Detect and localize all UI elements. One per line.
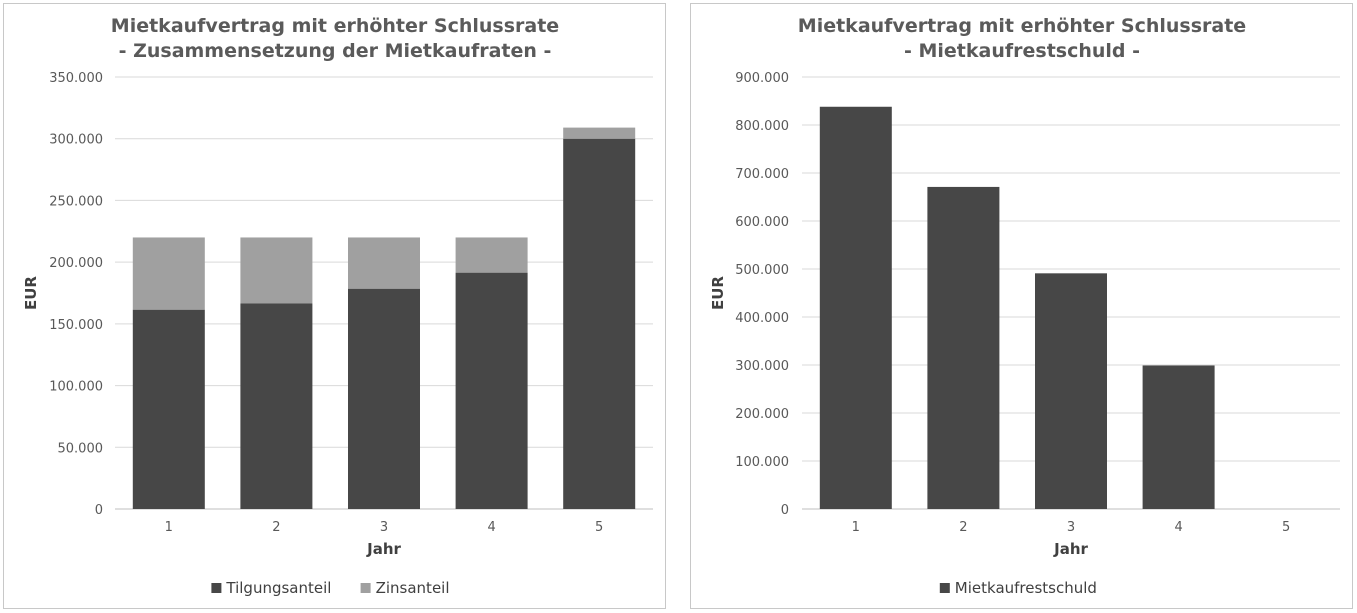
- y-tick-label: 900.000: [735, 71, 789, 86]
- chart-panel-residual-debt: Mietkaufvertrag mit erhöhter Schlussrate…: [690, 3, 1353, 609]
- chart-title-line: Mietkaufvertrag mit erhöhter Schlussrate: [798, 15, 1246, 37]
- x-tick-label: 3: [380, 520, 388, 535]
- y-tick-label: 150.000: [49, 318, 103, 333]
- y-tick-label: 100.000: [49, 380, 103, 395]
- y-axis-label: EUR: [709, 276, 727, 310]
- y-tick-label: 300.000: [735, 359, 789, 374]
- chart-title-line: - Zusammensetzung der Mietkaufraten -: [119, 40, 552, 62]
- y-tick-label: 0: [95, 503, 103, 518]
- y-axis-label: EUR: [22, 276, 40, 310]
- composition-chart: Mietkaufvertrag mit erhöhter Schlussrate…: [22, 15, 653, 597]
- y-tick-label: 400.000: [735, 311, 789, 326]
- bar-tilgungsanteil-5: [563, 138, 636, 509]
- x-tick-label: 2: [272, 520, 280, 535]
- x-tick-label: 3: [1067, 520, 1075, 535]
- y-tick-label: 0: [781, 503, 789, 518]
- bar-mietkaufrestschuld-3: [1035, 273, 1107, 509]
- legend-label-mietkaufrestschuld: Mietkaufrestschuld: [955, 579, 1097, 597]
- bar-mietkaufrestschuld-4: [1142, 365, 1215, 509]
- y-tick-label: 300.000: [49, 133, 103, 148]
- x-tick-label: 1: [852, 520, 860, 535]
- bar-mietkaufrestschuld-2: [927, 186, 1000, 510]
- x-tick-label: 4: [487, 520, 495, 535]
- chart-title-line: Mietkaufvertrag mit erhöhter Schlussrate: [111, 15, 559, 37]
- x-tick-label: 1: [165, 520, 173, 535]
- y-tick-label: 250.000: [49, 194, 103, 209]
- y-tick-label: 100.000: [735, 455, 789, 470]
- y-tick-label: 600.000: [735, 215, 789, 230]
- bar-tilgungsanteil-2: [240, 303, 313, 509]
- y-tick-label: 200.000: [49, 256, 103, 271]
- y-tick-label: 350.000: [49, 71, 103, 86]
- x-tick-label: 5: [1282, 520, 1290, 535]
- residual-debt-chart: Mietkaufvertrag mit erhöhter Schlussrate…: [709, 15, 1340, 597]
- x-tick-label: 5: [595, 520, 603, 535]
- bar-zinsanteil-2: [240, 237, 313, 304]
- legend-label-zinsanteil: Zinsanteil: [376, 579, 450, 597]
- chart-title-line: - Mietkaufrestschuld -: [904, 40, 1140, 62]
- chart-panel-composition: Mietkaufvertrag mit erhöhter Schlussrate…: [3, 3, 666, 609]
- legend-swatch-zinsanteil: [360, 583, 371, 593]
- x-axis-label: Jahr: [366, 540, 401, 558]
- bar-tilgungsanteil-1: [132, 309, 205, 509]
- bar-mietkaufrestschuld-1: [819, 106, 892, 509]
- y-tick-label: 200.000: [735, 407, 789, 422]
- legend-swatch-tilgungsanteil: [211, 583, 222, 593]
- y-tick-label: 800.000: [735, 119, 789, 134]
- legend-swatch-mietkaufrestschuld: [939, 583, 950, 593]
- x-axis-label: Jahr: [1053, 540, 1088, 558]
- y-tick-label: 500.000: [735, 263, 789, 278]
- legend-label-tilgungsanteil: Tilgungsanteil: [225, 579, 331, 597]
- x-tick-label: 4: [1174, 520, 1182, 535]
- bar-tilgungsanteil-4: [455, 272, 528, 509]
- y-tick-label: 50.000: [58, 441, 104, 456]
- bar-zinsanteil-4: [455, 237, 528, 273]
- y-tick-label: 700.000: [735, 167, 789, 182]
- x-tick-label: 2: [959, 520, 967, 535]
- bar-tilgungsanteil-3: [348, 288, 420, 509]
- bar-zinsanteil-1: [132, 237, 205, 310]
- bar-zinsanteil-3: [348, 237, 420, 289]
- bar-zinsanteil-5: [563, 127, 636, 139]
